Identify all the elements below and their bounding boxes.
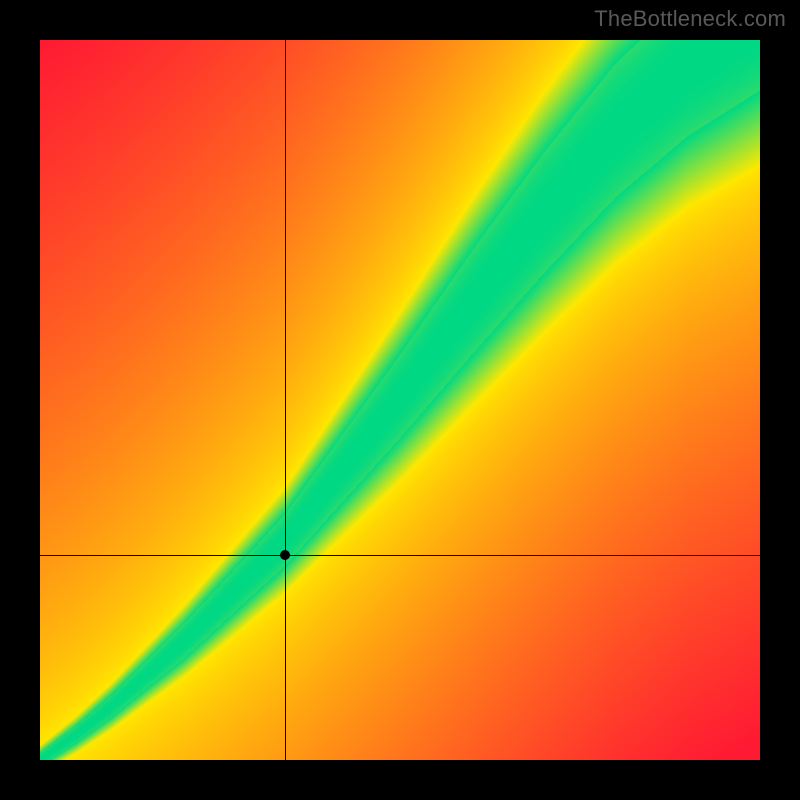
heatmap-plot [40, 40, 760, 760]
heatmap-canvas [40, 40, 760, 760]
watermark-text: TheBottleneck.com [594, 6, 786, 32]
